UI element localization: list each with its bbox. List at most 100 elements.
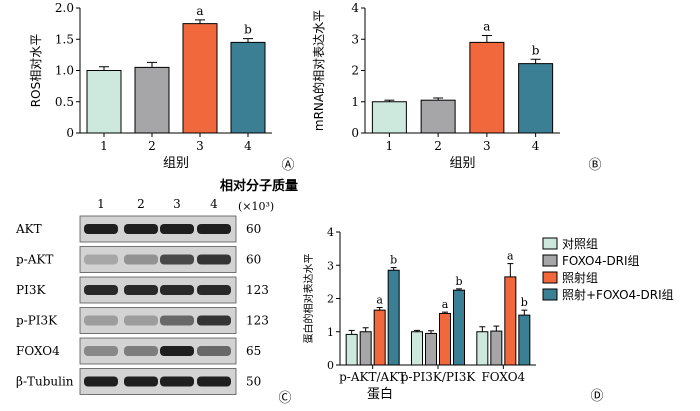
y-tick-label: 1 [351, 95, 359, 109]
legend-swatch [542, 237, 558, 250]
y-tick-label: 3 [327, 259, 334, 272]
protein-label: PI3K [16, 283, 46, 297]
bar [453, 289, 465, 366]
x-axis-label: 组别 [449, 156, 475, 171]
panel-label: Ⓓ [590, 389, 603, 404]
significance-label: b [521, 296, 528, 309]
mw-value: 123 [246, 283, 269, 297]
blot-band [124, 254, 158, 265]
x-tick-label: 4 [532, 139, 540, 153]
bar [504, 276, 517, 366]
legend-swatch [542, 288, 558, 301]
blot-band [197, 346, 231, 356]
y-tick-label: 4 [327, 226, 334, 239]
mw-value: 123 [246, 314, 269, 328]
y-tick-label: 4 [351, 1, 359, 15]
y-axis-label: ROS相对水平 [29, 34, 43, 107]
bar [518, 314, 531, 366]
x-tick-label: p-AKT/AKT [339, 370, 406, 384]
significance-label: a [507, 250, 514, 263]
legend-swatch [542, 254, 558, 267]
significance-label: b [532, 43, 540, 57]
blot-band [197, 224, 231, 234]
protein-label: AKT [15, 222, 42, 236]
legend-label: 对照组 [562, 237, 598, 251]
significance-label: a [442, 298, 449, 311]
protein-label: β-Tubulin [16, 375, 74, 389]
blot-band [84, 254, 118, 265]
blot-band [84, 224, 118, 234]
significance-label: a [376, 293, 383, 306]
y-tick-label: 1 [327, 326, 334, 339]
bar [387, 269, 400, 366]
blot-band [124, 376, 158, 387]
bar [373, 309, 386, 366]
mw-header: 相对分子质量 [220, 178, 298, 194]
blot-band [197, 376, 231, 387]
y-tick-label: 1.5 [55, 32, 74, 46]
x-tick-label: FOXO4 [481, 370, 525, 384]
y-tick-label: 2.0 [55, 1, 74, 15]
blot-band [160, 285, 194, 295]
lane-label: 1 [97, 197, 105, 211]
panel-label: Ⓒ [278, 391, 291, 406]
lane-label: 3 [173, 197, 181, 211]
lane-label: 2 [137, 197, 145, 211]
y-axis-label: mRNA的相对表达水平 [311, 10, 326, 131]
mw-value: 50 [246, 375, 261, 389]
significance-label: a [483, 20, 490, 34]
mw-value: 60 [246, 253, 261, 267]
legend-label: FOXO4-DRI组 [562, 254, 640, 268]
blot-band [124, 224, 158, 234]
blot-band [160, 315, 194, 326]
blot-band [160, 376, 194, 387]
x-axis-label: 组别 [163, 156, 189, 171]
mw-value: 65 [246, 344, 261, 358]
blot-band [197, 254, 231, 265]
blot-band [84, 376, 118, 387]
y-tick-label: 0 [351, 126, 359, 140]
x-tick-label: 1 [386, 139, 394, 153]
panel-label: Ⓐ [281, 158, 294, 173]
bar [86, 70, 122, 134]
significance-label: b [390, 254, 397, 267]
blot-band [124, 346, 158, 356]
blot-band [160, 254, 194, 265]
blot-band [84, 285, 118, 295]
blot-band [160, 346, 194, 356]
significance-label: b [455, 275, 462, 288]
x-tick-label: 2 [434, 139, 442, 153]
blot-band [160, 224, 194, 234]
bar [476, 331, 489, 366]
y-tick-label: 0 [66, 126, 74, 140]
lane-label: 4 [210, 197, 218, 211]
y-tick-label: 2 [351, 64, 359, 78]
blot-band [84, 315, 118, 326]
panel-label: Ⓑ [588, 158, 601, 173]
bar [518, 63, 554, 134]
bar [134, 66, 170, 134]
y-axis-label: 蛋白的相对表达水平 [302, 254, 315, 344]
protein-label: p-PI3K [16, 314, 58, 328]
protein-label: FOXO4 [16, 344, 60, 358]
blot-band [197, 285, 231, 295]
bar [420, 99, 456, 134]
y-tick-label: 0 [327, 359, 334, 372]
legend-label: 照射+FOXO4-DRI组 [562, 287, 674, 302]
blot-band [124, 285, 158, 295]
x-tick-label: 3 [196, 139, 204, 153]
blot-band [124, 315, 158, 326]
x-tick-label: 2 [148, 139, 156, 153]
bar [490, 330, 503, 366]
x-axis-label: 蛋白 [367, 386, 393, 402]
bar [345, 333, 358, 366]
x-tick-label: 4 [244, 139, 252, 153]
y-tick-label: 3 [351, 32, 359, 46]
blot-band [84, 346, 118, 356]
bar [230, 41, 266, 134]
significance-label: b [244, 23, 252, 37]
x-tick-label: 3 [483, 139, 491, 153]
x-tick-label: p-PI3K/PI3K [401, 370, 477, 384]
bar [411, 331, 423, 366]
bar [371, 101, 407, 134]
